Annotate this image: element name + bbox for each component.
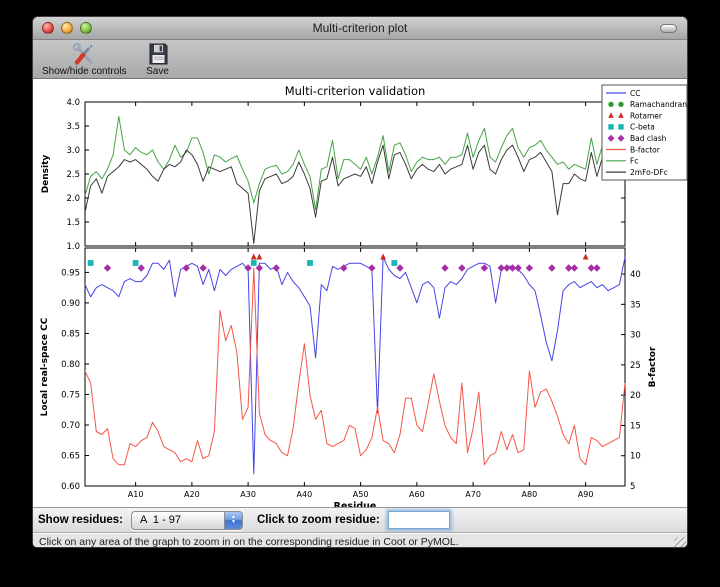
markers-triangle (250, 253, 589, 260)
zoom-residue-input[interactable] (387, 511, 450, 529)
cc-axis-label: Local real-space CC (40, 317, 50, 416)
show-hide-controls-label: Show/hide controls (42, 66, 127, 77)
svg-text:0.65: 0.65 (61, 451, 80, 461)
x-axis-label: Residue (334, 501, 377, 507)
toolbar: Show/hide controls Save (33, 40, 687, 79)
svg-text:5: 5 (630, 482, 635, 492)
legend-label: Bad clash (630, 134, 667, 143)
residue-range-select[interactable]: A 1 - 97 ▲ ▼ (131, 510, 243, 530)
bfactor-axis-label: B-factor (648, 346, 658, 387)
resize-grip[interactable] (674, 537, 686, 547)
floppy-disk-icon (145, 42, 171, 66)
legend-label: B-factor (630, 145, 661, 154)
svg-text:15: 15 (630, 421, 641, 431)
minimize-button[interactable] (61, 22, 73, 34)
controls-bar: Show residues: A 1 - 97 ▲ ▼ Click to zoom… (33, 507, 687, 533)
svg-text:0.80: 0.80 (61, 360, 80, 370)
svg-text:30: 30 (630, 331, 641, 341)
svg-text:A90: A90 (578, 490, 594, 499)
svg-text:2.0: 2.0 (66, 194, 80, 204)
cc-bfactor-panel[interactable] (84, 247, 626, 487)
svg-text:35: 35 (630, 300, 641, 310)
svg-text:3.5: 3.5 (66, 122, 80, 132)
svg-text:0.60: 0.60 (61, 482, 80, 492)
residue-range-value: A 1 - 97 (140, 514, 181, 526)
show-hide-controls-button[interactable]: Show/hide controls (39, 41, 130, 78)
svg-text:40: 40 (630, 270, 641, 280)
svg-text:3.0: 3.0 (66, 146, 80, 156)
save-button[interactable]: Save (142, 41, 174, 78)
svg-text:A50: A50 (353, 490, 369, 499)
zoom-residue-label: Click to zoom residue: (257, 514, 380, 526)
svg-text:0.75: 0.75 (61, 390, 80, 400)
legend-label: Ramachandran (630, 100, 687, 109)
svg-text:0.90: 0.90 (61, 299, 80, 309)
svg-text:0.95: 0.95 (61, 268, 80, 278)
svg-text:20: 20 (630, 391, 641, 401)
legend-label: Rotamer (630, 111, 663, 120)
svg-text:10: 10 (630, 452, 641, 462)
svg-text:25: 25 (630, 361, 641, 371)
close-button[interactable] (42, 22, 54, 34)
svg-text:A70: A70 (465, 490, 481, 499)
svg-text:4.0: 4.0 (66, 98, 80, 108)
series-line-B-factor (84, 267, 626, 466)
toolbar-toggle-button[interactable] (660, 24, 677, 33)
series-line-Fc (84, 115, 626, 211)
crossed-tools-icon (71, 42, 97, 66)
markers-square (87, 260, 398, 266)
legend-label: Fc (630, 157, 638, 166)
svg-text:2.5: 2.5 (66, 170, 80, 180)
window-titlebar[interactable]: Multi-criterion plot (33, 17, 687, 40)
legend-label: C-beta (630, 123, 655, 132)
svg-text:0.85: 0.85 (61, 329, 80, 339)
svg-text:A40: A40 (297, 490, 313, 499)
legend-label: 2mFo-DFc (630, 168, 668, 177)
traffic-lights (42, 22, 92, 34)
svg-text:1.0: 1.0 (66, 242, 80, 252)
window-title: Multi-criterion plot (312, 21, 408, 35)
svg-text:A80: A80 (522, 490, 538, 499)
show-residues-label: Show residues: (38, 514, 123, 526)
svg-text:A10: A10 (128, 490, 144, 499)
svg-text:A30: A30 (240, 490, 256, 499)
stepper-arrows-icon: ▲ ▼ (224, 511, 242, 529)
svg-text:1.5: 1.5 (66, 218, 80, 228)
window: Multi-criterion plot Show/hide controls (32, 16, 688, 548)
maximize-button[interactable] (80, 22, 92, 34)
chart-title: Multi-criterion validation (285, 84, 426, 98)
plot-area[interactable]: Multi-criterion validation A10 A20 A30 A40 A5… (33, 79, 688, 512)
save-label: Save (146, 66, 169, 77)
multi-criterion-chart[interactable]: Multi-criterion validation A10 A20 A30 A40 A5… (33, 79, 688, 512)
legend-label: CC (630, 89, 640, 98)
svg-text:A20: A20 (184, 490, 200, 499)
svg-text:0.70: 0.70 (61, 421, 80, 431)
series-line-CC (84, 256, 626, 475)
density-axis-label: Density (41, 155, 51, 194)
legend (601, 84, 687, 181)
svg-text:A60: A60 (409, 490, 425, 499)
markers-diamond (103, 264, 601, 272)
series-line-2mFo-DFc (84, 142, 626, 245)
status-bar: Click on any area of the graph to zoom i… (33, 533, 687, 548)
status-text: Click on any area of the graph to zoom i… (39, 536, 459, 548)
